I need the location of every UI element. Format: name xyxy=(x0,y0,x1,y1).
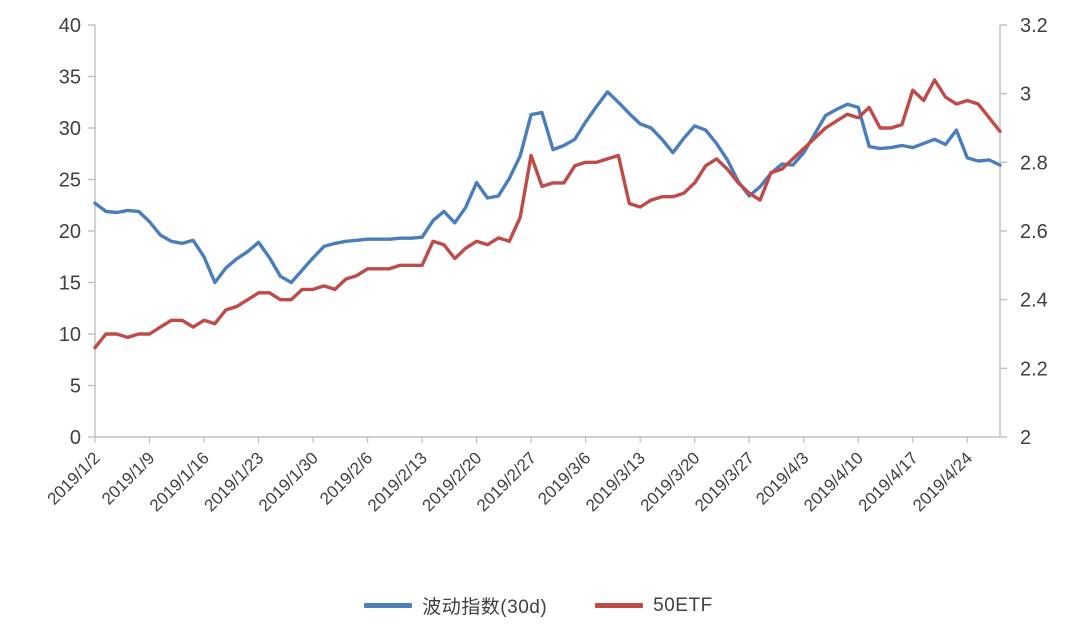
legend-item-50etf: 50ETF xyxy=(595,595,713,617)
line-chart-svg: 0 5 10 15 20 25 30 35 40 2 2.2 2.4 2.6 2.8 3 3.2 2019/1/… xyxy=(44,15,1048,515)
legend-line-swatch-blue xyxy=(364,603,413,608)
left-axis-tick-label: 0 xyxy=(70,427,81,449)
left-axis-tick-label: 15 xyxy=(59,273,81,295)
right-axis-tick-label: 2.8 xyxy=(1020,152,1048,174)
left-axis-tick-label: 5 xyxy=(70,376,81,398)
legend-item-vol-index: 波动指数(30d) xyxy=(364,592,547,619)
legend-label-50etf: 50ETF xyxy=(653,594,713,616)
right-axis-tick-label: 2.6 xyxy=(1020,221,1048,243)
x-axis-tick-label: 2019/3/27 xyxy=(691,448,758,515)
right-axis-tick-label: 2.4 xyxy=(1020,290,1048,312)
legend-label-vol-index: 波动指数(30d) xyxy=(422,597,548,618)
right-axis-tick-label: 3 xyxy=(1020,84,1031,106)
x-axis-tick-label: 2019/2/27 xyxy=(473,448,540,515)
left-axis-tick-label: 20 xyxy=(59,221,81,243)
legend-line-swatch-red xyxy=(595,603,644,608)
right-axis-tick-label: 2 xyxy=(1020,427,1031,449)
x-axis-tick-label: 2019/1/30 xyxy=(255,448,322,515)
right-axis-tick-label: 2.2 xyxy=(1020,358,1048,380)
x-axis-tick-label: 2019/4/24 xyxy=(909,448,976,515)
left-axis-tick-label: 35 xyxy=(59,67,81,89)
chart-legend: 波动指数(30d) 50ETF xyxy=(0,592,1077,619)
left-axis-tick-label: 10 xyxy=(59,324,81,346)
left-axis-tick-label: 40 xyxy=(59,15,81,37)
x-axis-tick-label: 2019/1/2 xyxy=(44,448,104,508)
right-axis-tick-label: 3.2 xyxy=(1020,15,1048,37)
left-axis-tick-label: 25 xyxy=(59,170,81,192)
series-line-1 xyxy=(93,78,1002,350)
left-axis-tick-label: 30 xyxy=(59,118,81,140)
series-line-0 xyxy=(93,90,1002,285)
